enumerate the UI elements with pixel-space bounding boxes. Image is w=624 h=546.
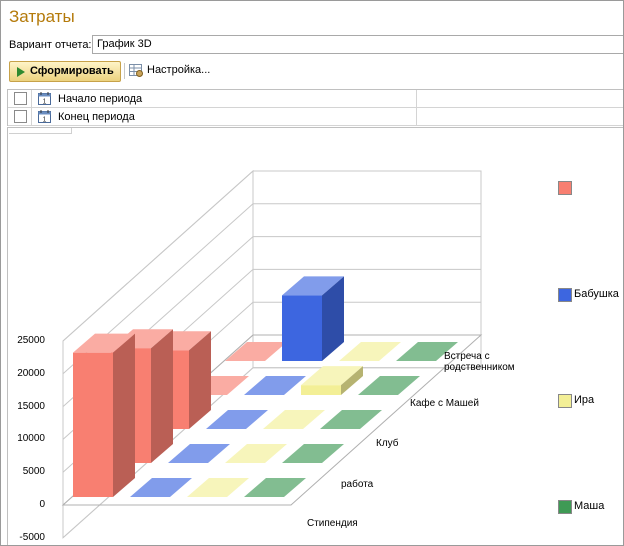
bar-front <box>301 385 341 395</box>
variant-value: График 3D <box>97 38 152 50</box>
param-end-label: Конец периода <box>58 111 135 123</box>
bar-top <box>225 342 287 361</box>
y-tick-label: 5000 <box>22 466 45 478</box>
bar-top <box>130 478 192 497</box>
category-label: Стипендия <box>307 518 358 529</box>
bar-top <box>263 410 325 429</box>
variant-label: Вариант отчета: <box>9 39 92 51</box>
legend-label: Маша <box>574 500 605 512</box>
y-tick-label: 10000 <box>17 433 45 445</box>
toolbar: Сформировать Настройка... <box>1 59 623 84</box>
report-area <box>7 127 623 545</box>
bar-side <box>113 333 135 497</box>
bar-top <box>282 444 344 463</box>
window-title: Затраты <box>9 7 75 26</box>
chart-3d <box>61 169 483 539</box>
legend-swatch <box>558 288 572 302</box>
legend-swatch <box>558 181 572 195</box>
param-start-label: Начало периода <box>58 93 143 105</box>
grid-line <box>62 170 481 342</box>
bar-top <box>358 376 420 395</box>
legend-swatch <box>558 500 572 514</box>
bar-top <box>244 376 306 395</box>
bar-front <box>73 352 113 497</box>
bar-top <box>396 342 458 361</box>
legend-label: Бабушка <box>574 288 619 300</box>
grid-line <box>62 203 481 375</box>
column-divider <box>31 90 32 107</box>
y-tick-label: 0 <box>39 499 45 510</box>
bar-side <box>322 276 344 361</box>
category-label: работа <box>341 479 374 490</box>
y-tick-label: 20000 <box>17 367 45 379</box>
bar-top <box>282 276 344 296</box>
legend-swatch <box>558 394 572 408</box>
column-divider <box>416 108 417 125</box>
param-row-start: 1 Начало периода <box>8 90 623 108</box>
y-tick-label: 15000 <box>17 400 45 412</box>
bar-top <box>206 410 268 429</box>
calendar-icon: 1 <box>38 92 51 105</box>
calendar-icon: 1 <box>38 110 51 123</box>
param-row-end: 1 Конец периода <box>8 108 623 126</box>
category-label: Клуб <box>376 438 399 449</box>
param-start-checkbox[interactable] <box>14 92 27 105</box>
variant-select[interactable]: График 3D <box>92 35 623 54</box>
parameters-table: 1 Начало периода 1 Конец периода <box>7 89 623 126</box>
bar-top <box>339 342 401 361</box>
bar-front <box>282 295 322 361</box>
y-tick-label: -5000 <box>19 531 45 543</box>
bar-top <box>73 333 135 353</box>
bar-top <box>301 366 363 386</box>
param-end-checkbox[interactable] <box>14 110 27 123</box>
bar-top <box>168 444 230 463</box>
svg-text:1: 1 <box>43 99 47 106</box>
category-label: Кафе с Машей <box>410 398 479 409</box>
bar-side <box>151 329 173 463</box>
column-divider <box>416 90 417 107</box>
bar-top <box>225 444 287 463</box>
y-tick-label: 25000 <box>17 335 45 346</box>
generate-button[interactable]: Сформировать <box>9 61 121 82</box>
legend-label: Ира <box>574 394 595 406</box>
play-icon <box>17 67 25 77</box>
bar-top <box>244 478 306 497</box>
settings-icon <box>129 64 143 77</box>
bar-side <box>189 331 211 429</box>
toolbar-separator <box>124 63 125 79</box>
settings-label: Настройка... <box>147 64 211 76</box>
report-corner <box>9 128 72 134</box>
category-label: Встреча с родственником <box>444 351 515 373</box>
bar-top <box>320 410 382 429</box>
bar-top <box>187 478 249 497</box>
bar-side <box>341 366 363 395</box>
svg-text:1: 1 <box>43 117 47 124</box>
settings-button[interactable]: Настройка... <box>129 61 219 80</box>
column-divider <box>31 108 32 125</box>
generate-label: Сформировать <box>30 65 114 77</box>
